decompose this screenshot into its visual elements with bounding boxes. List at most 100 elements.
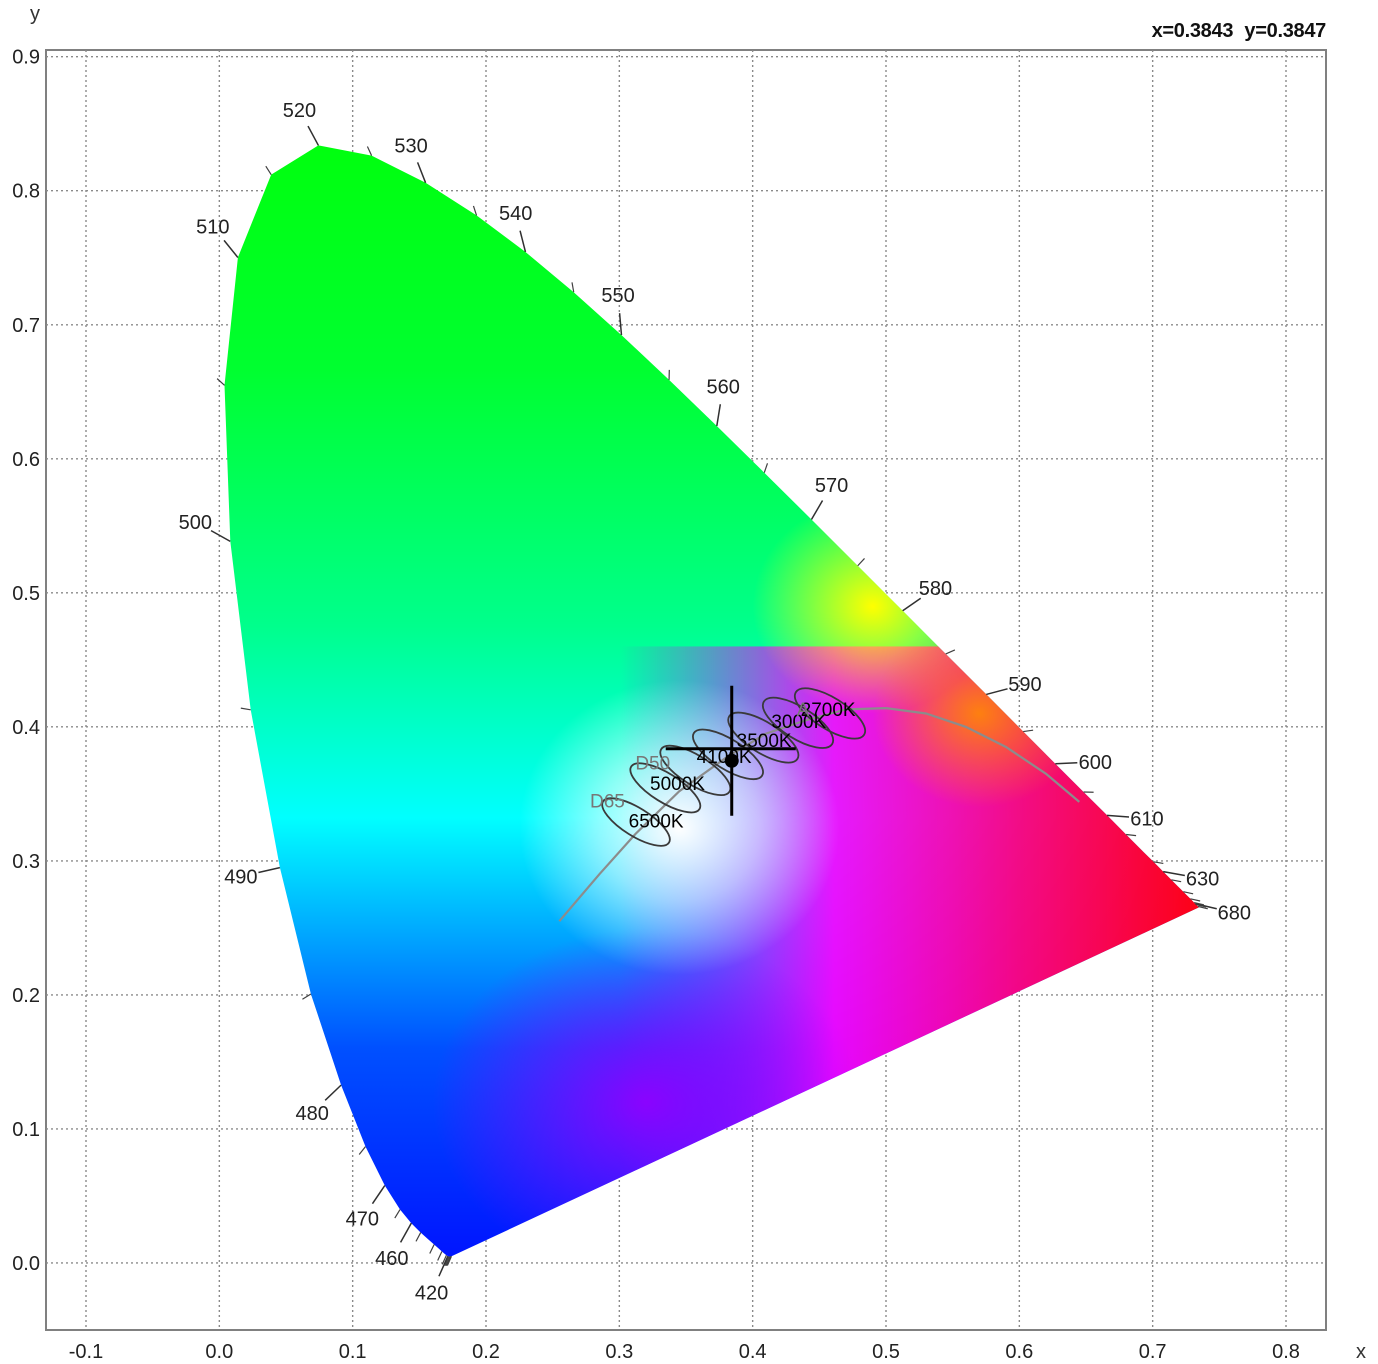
wavelength-label: 570 — [815, 475, 848, 497]
x-tick-label: 0.6 — [1005, 1341, 1033, 1363]
wavelength-tick — [371, 1185, 386, 1205]
wavelength-minor-tick — [240, 707, 251, 711]
wavelength-minor-tick — [472, 205, 478, 216]
wavelength-minor-tick — [1193, 901, 1205, 906]
y-tick-label: 0.0 — [12, 1253, 40, 1275]
y-tick-label: 0.6 — [12, 449, 40, 471]
y-tick-label: 0.2 — [12, 985, 40, 1007]
wavelength-minor-tick — [429, 1244, 435, 1254]
cct-ellipse — [629, 762, 702, 814]
measured-point-marker — [724, 753, 739, 768]
wavelength-tick — [716, 404, 722, 427]
wavelength-label: 580 — [919, 578, 952, 600]
wavelength-label: 630 — [1186, 869, 1219, 891]
wavelength-label: 530 — [394, 136, 427, 158]
cct-label: 5000K — [650, 774, 705, 795]
wavelength-minor-tick — [366, 146, 373, 156]
wavelength-tick — [1163, 870, 1185, 877]
wavelength-minor-tick — [1197, 905, 1208, 910]
wavelength-label: 590 — [1008, 674, 1041, 696]
y-tick-label: 0.7 — [12, 315, 40, 337]
wavelength-minor-tick — [265, 165, 272, 175]
wavelength-minor-tick — [1196, 904, 1207, 908]
wavelength-minor-tick — [857, 558, 865, 567]
x-tick-label: 0.8 — [1272, 1341, 1300, 1363]
y-tick-label: 0.1 — [12, 1119, 40, 1141]
y-tick-label: 0.5 — [12, 583, 40, 605]
wavelength-label: 500 — [179, 512, 212, 534]
y-tick-label: 0.9 — [12, 47, 40, 69]
wavelength-tick — [324, 1084, 342, 1101]
x-tick-label: 0.2 — [472, 1341, 500, 1363]
wavelength-label: 420 — [415, 1283, 448, 1305]
cct-ellipse — [659, 744, 732, 796]
axis-tick-labels: -0.1 0.0 0.1 0.2 0.3 0.4 0.5 0.6 0.7 0.8 0.0 0.1 0.2… — [12, 47, 1300, 1363]
wavelength-minor-tick — [415, 1232, 422, 1242]
y-tick-label: 0.3 — [12, 851, 40, 873]
wavelength-tick — [1195, 903, 1217, 910]
wavelength-minor-tick — [302, 993, 312, 1000]
wavelength-minor-tick — [358, 1146, 366, 1155]
wavelength-tick — [223, 239, 239, 258]
wavelength-minor-tick — [437, 1251, 443, 1261]
cct-label: A — [797, 700, 810, 721]
cct-ellipse — [727, 711, 800, 764]
cct-label: D50 — [635, 754, 670, 775]
wavelength-ticks: 420 460 470 480 490 500 510 520 530 540 550 560 570 5… — [179, 100, 1251, 1305]
wavelength-minor-tick — [945, 649, 956, 655]
wavelength-label: 490 — [224, 867, 257, 889]
wavelength-label: 460 — [375, 1248, 408, 1270]
wavelength-tick — [258, 866, 281, 874]
cct-ellipses — [601, 687, 867, 847]
wavelength-tick — [438, 1255, 449, 1277]
x-tick-label: 0.7 — [1139, 1341, 1167, 1363]
coordinate-readout: x=0.3843 y=0.3847 — [1146, 20, 1327, 43]
y-axis-label: y — [30, 3, 40, 25]
x-tick-label: 0.1 — [339, 1341, 367, 1363]
wavelength-minor-tick — [571, 282, 575, 293]
cct-label: 3000K — [771, 712, 826, 733]
wavelength-tick — [986, 688, 1008, 696]
y-tick-label: 0.4 — [12, 717, 40, 739]
wavelength-label: 550 — [601, 285, 634, 307]
readout-x: x=0.3843 — [1151, 20, 1234, 42]
planckian-locus — [558, 706, 1081, 922]
wavelength-label: 560 — [707, 376, 740, 398]
wavelength-tick — [618, 313, 623, 336]
wavelength-minor-tick — [1023, 729, 1034, 733]
y-tick-label: 0.8 — [12, 181, 40, 203]
planckian-locus-line — [558, 706, 1081, 922]
wavelength-label: 480 — [295, 1103, 328, 1125]
wavelength-tick — [519, 230, 527, 253]
measurement-crosshair — [665, 685, 796, 816]
wavelength-label: 470 — [346, 1209, 379, 1231]
cct-ellipse — [761, 696, 835, 749]
wavelength-minor-tick — [446, 1256, 452, 1266]
wavelength-minor-tick — [1153, 861, 1164, 865]
wavelength-minor-tick — [216, 378, 225, 386]
wavelength-label: 520 — [283, 100, 316, 122]
x-tick-label: 0.5 — [872, 1341, 900, 1363]
wavelength-label: 610 — [1130, 808, 1163, 830]
cct-ellipse — [692, 728, 764, 781]
wavelength-tick — [1055, 762, 1078, 765]
cct-ellipse — [601, 797, 671, 847]
readout-y: y=0.3847 — [1244, 20, 1326, 42]
wavelength-tick — [307, 125, 320, 146]
x-tick-label: -0.1 — [69, 1341, 103, 1363]
wavelength-tick — [810, 500, 824, 520]
wavelength-label: 680 — [1218, 903, 1251, 925]
wavelength-minor-tick — [763, 463, 769, 473]
cct-label: 2700K — [801, 700, 856, 721]
wavelength-label: 510 — [196, 216, 229, 238]
wavelength-tick — [399, 1222, 412, 1243]
cct-label: 3500K — [737, 731, 792, 752]
wavelength-tick — [210, 529, 231, 543]
wavelength-minor-tick — [1171, 879, 1182, 883]
wavelength-minor-tick — [444, 1256, 450, 1266]
cct-ellipse — [793, 687, 867, 740]
wavelength-minor-tick — [441, 1254, 447, 1265]
x-tick-label: 0.3 — [605, 1341, 633, 1363]
